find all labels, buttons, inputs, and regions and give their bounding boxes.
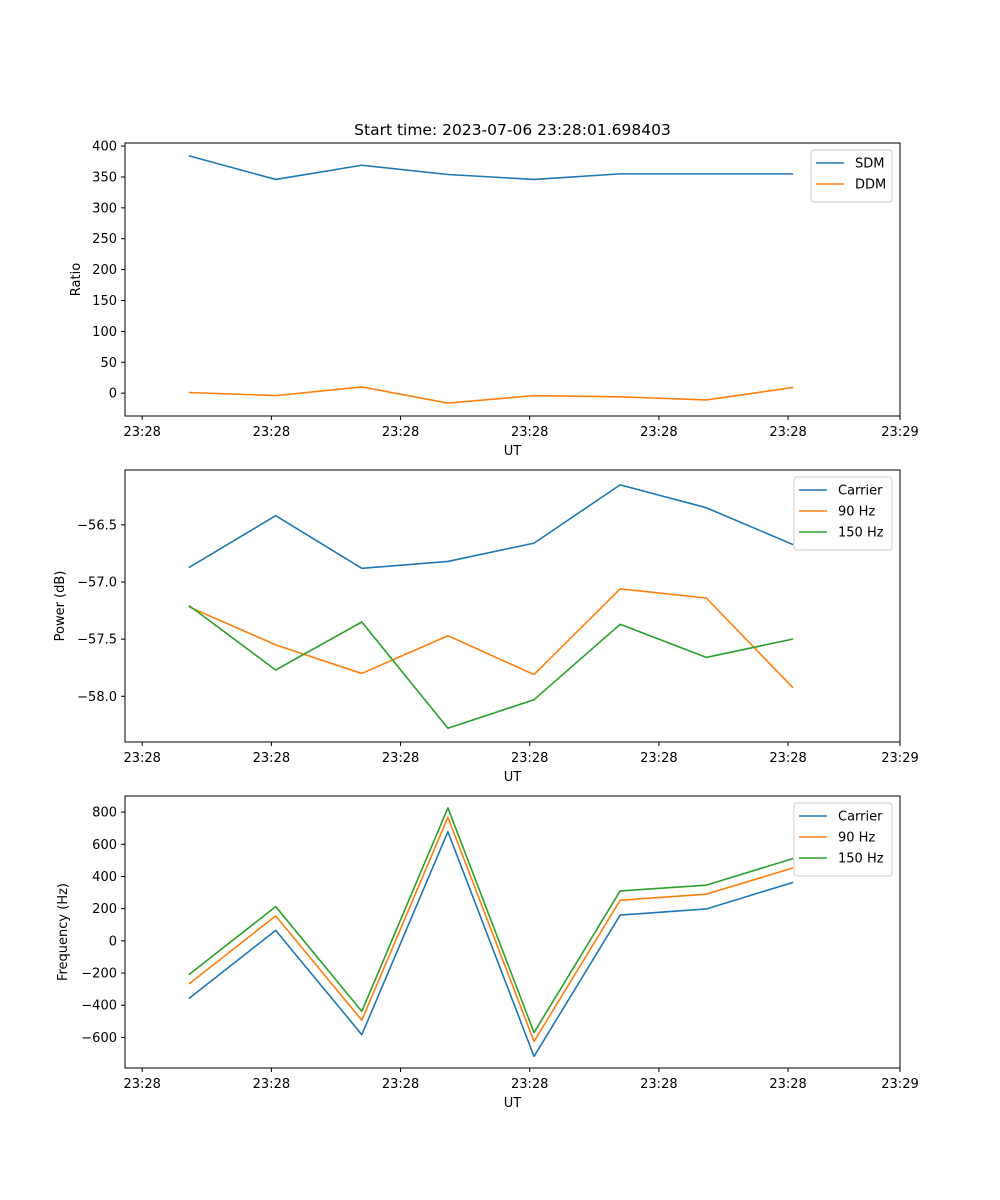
ratio-y-tick-label: 150	[92, 294, 117, 309]
ratio-chart-title: Start time: 2023-07-06 23:28:01.698403	[354, 121, 671, 139]
power-legend-label-150-hz: 150 Hz	[838, 526, 884, 541]
power-x-tick-label: 23:29	[881, 751, 918, 766]
frequency-x-tick-label: 23:28	[382, 1077, 419, 1092]
frequency-chart: 23:28 23:28 23:28 23:28 23:28 23:28 23:29 −600 −…	[56, 795, 919, 1111]
power-series-line-150-hz	[188, 604, 794, 730]
power-series-line-90-hz	[188, 588, 794, 689]
ratio-x-tick-label: 23:28	[123, 425, 160, 440]
power-y-tick-label: −57.0	[77, 576, 117, 591]
ratio-y-tick-label: 50	[100, 356, 117, 371]
power-legend-label-90-hz: 90 Hz	[838, 505, 875, 520]
frequency-y-tick-label: 200	[92, 902, 117, 917]
frequency-x-tick-label: 23:28	[123, 1077, 160, 1092]
frequency-y-tick-label: 400	[92, 870, 117, 885]
ratio-series-line-sdm	[188, 154, 794, 181]
ratio-plot-frame	[124, 142, 901, 417]
frequency-y-tick-label: −200	[81, 967, 117, 982]
power-series-line-carrier	[188, 484, 794, 570]
power-legend: Carrier 90 Hz 150 Hz	[793, 476, 893, 551]
ratio-y-tick-label: 400	[92, 140, 117, 155]
frequency-y-tick-label: −400	[81, 999, 117, 1014]
frequency-legend-label-carrier: Carrier	[838, 810, 883, 825]
ratio-x-tick-label: 23:29	[881, 425, 918, 440]
frequency-legend: Carrier 90 Hz 150 Hz	[793, 802, 893, 877]
ratio-x-tick-label: 23:28	[382, 425, 419, 440]
ratio-y-tick-label: 250	[92, 232, 117, 247]
ratio-y-tick-label: 0	[109, 387, 117, 402]
frequency-series-line-150-hz	[188, 807, 794, 1034]
frequency-y-tick-label: 600	[92, 838, 117, 853]
ratio-x-tick-label: 23:28	[769, 425, 806, 440]
power-x-tick-label: 23:28	[123, 751, 160, 766]
power-chart: 23:28 23:28 23:28 23:28 23:28 23:28 23:29 −58.0…	[53, 469, 919, 785]
power-x-tick-label: 23:28	[253, 751, 290, 766]
power-plot-frame	[124, 469, 901, 743]
frequency-legend-label-90-hz: 90 Hz	[838, 831, 875, 846]
power-x-tick-label: 23:28	[511, 751, 548, 766]
power-x-tick-label: 23:28	[769, 751, 806, 766]
frequency-x-tick-label: 23:28	[511, 1077, 548, 1092]
power-y-tick-label: −57.5	[77, 633, 117, 648]
power-series-group	[188, 484, 794, 730]
ratio-series-group	[188, 154, 794, 404]
power-y-tick-label: −58.0	[77, 690, 117, 705]
frequency-y-tick-label: −600	[81, 1031, 117, 1046]
frequency-y-tick-label: 800	[92, 806, 117, 821]
frequency-legend-label-150-hz: 150 Hz	[838, 852, 884, 867]
ratio-y-axis-label: Ratio	[69, 263, 84, 296]
frequency-series-line-90-hz	[188, 816, 794, 1043]
power-legend-label-carrier: Carrier	[838, 484, 883, 499]
ratio-x-axis-label: UT	[504, 444, 522, 459]
ratio-legend-label-ddm: DDM	[855, 178, 886, 193]
frequency-plot-frame	[124, 795, 901, 1069]
power-x-tick-label: 23:28	[640, 751, 677, 766]
ratio-y-tick-label: 100	[92, 325, 117, 340]
frequency-series-group	[188, 807, 794, 1058]
frequency-x-axis-label: UT	[504, 1096, 522, 1111]
ratio-legend-label-sdm: SDM	[855, 157, 884, 172]
power-y-axis-label: Power (dB)	[53, 571, 68, 642]
charts-group: Start time: 2023-07-06 23:28:01.698403 23…	[53, 121, 919, 1111]
frequency-y-axis-label: Frequency (Hz)	[56, 883, 71, 981]
frequency-x-tick-label: 23:29	[881, 1077, 918, 1092]
frequency-series-line-carrier	[188, 830, 794, 1058]
frequency-x-tick-label: 23:28	[253, 1077, 290, 1092]
ratio-y-tick-label: 200	[92, 263, 117, 278]
power-y-tick-label: −56.5	[77, 518, 117, 533]
ratio-x-tick-label: 23:28	[640, 425, 677, 440]
ratio-x-tick-label: 23:28	[253, 425, 290, 440]
ratio-y-tick-label: 350	[92, 170, 117, 185]
ratio-legend: SDM DDM	[810, 149, 893, 203]
ratio-chart: Start time: 2023-07-06 23:28:01.698403 23…	[69, 121, 919, 459]
ratio-y-tick-label: 300	[92, 201, 117, 216]
frequency-x-tick-label: 23:28	[769, 1077, 806, 1092]
ratio-series-line-ddm	[188, 386, 794, 404]
frequency-y-tick-label: 0	[109, 934, 117, 949]
power-x-tick-label: 23:28	[382, 751, 419, 766]
ratio-x-tick-label: 23:28	[511, 425, 548, 440]
power-x-axis-label: UT	[504, 770, 522, 785]
frequency-x-tick-label: 23:28	[640, 1077, 677, 1092]
